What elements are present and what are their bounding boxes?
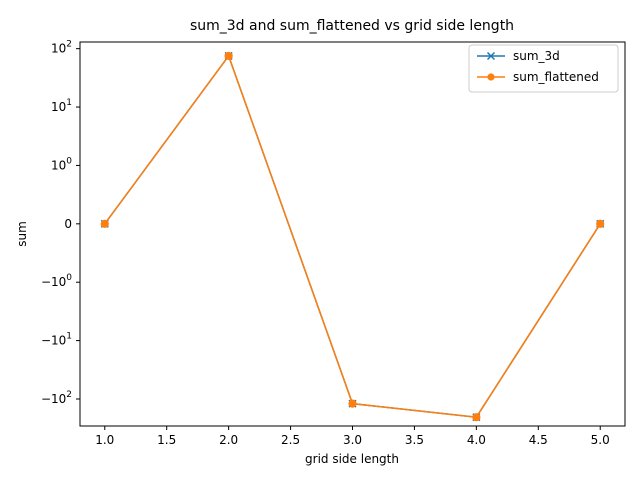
x-tick-label: 2.5 xyxy=(281,433,300,447)
y-axis-title: sum xyxy=(15,221,29,247)
x-tick-label: 4.0 xyxy=(467,433,486,447)
y-tick-label: −100 xyxy=(41,273,72,289)
plot-frame xyxy=(79,41,626,427)
legend-label-sum_flattened: sum_flattened xyxy=(513,70,599,84)
x-tick-label: 1.5 xyxy=(157,433,176,447)
legend-marker-sum_flattened xyxy=(487,73,495,81)
x-tick-label: 4.5 xyxy=(529,433,548,447)
y-tick-label: −102 xyxy=(41,390,72,406)
x-tick-label: 2.0 xyxy=(219,433,238,447)
data-point-sum_flattened xyxy=(472,413,481,422)
x-axis-title: grid side length xyxy=(305,452,399,466)
x-axis: 1.0 1.5 2.0 2.5 3.0 3.5 4.0 4.5 5.0 xyxy=(95,426,610,447)
x-tick-label: 3.0 xyxy=(343,433,362,447)
x-tick-label: 1.0 xyxy=(95,433,114,447)
x-tick-label: 3.5 xyxy=(405,433,424,447)
legend-box xyxy=(468,44,619,93)
x-tick-label: 5.0 xyxy=(591,433,610,447)
y-tick-label: 0 xyxy=(64,217,72,231)
data-point-sum_flattened xyxy=(596,219,605,228)
data-point-sum_flattened xyxy=(224,51,233,61)
data-point-sum_flattened xyxy=(348,399,357,408)
legend-label-sum_3d: sum_3d xyxy=(513,49,560,63)
chart-title: sum_3d and sum_flattened vs grid side le… xyxy=(190,18,514,34)
legend-marker-sum_3d xyxy=(486,51,496,61)
legend: sum_3d sum_flattened xyxy=(468,44,619,93)
plot-series xyxy=(100,51,605,422)
data-point-sum_flattened xyxy=(100,219,109,228)
y-tick-label: −101 xyxy=(41,332,72,348)
